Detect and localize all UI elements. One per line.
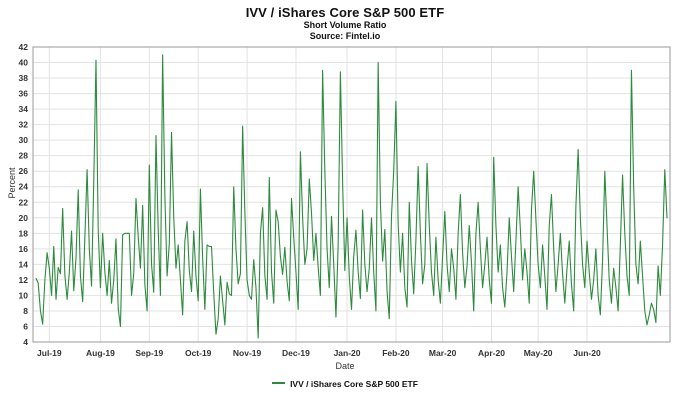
x-axis-tick-label: Jul-19 <box>37 348 62 358</box>
chart-title: IVV / iShares Core S&P 500 ETF <box>245 5 445 20</box>
x-axis-tick-label: Dec-19 <box>282 348 310 358</box>
y-axis-tick-label: 14 <box>19 259 29 269</box>
x-axis-tick-label: Sep-19 <box>135 348 163 358</box>
y-axis-tick-label: 20 <box>19 213 29 223</box>
y-axis-tick-label: 24 <box>19 182 29 192</box>
chart-legend: IVV / iShares Core S&P 500 ETF <box>0 378 690 389</box>
y-axis-tick-label: 30 <box>19 135 29 145</box>
y-axis-tick-label: 4 <box>23 337 28 347</box>
y-axis-tick-label: 32 <box>19 120 29 130</box>
y-axis-tick-label: 22 <box>19 197 29 207</box>
y-axis-tick-label: 34 <box>19 104 29 114</box>
y-axis-tick-label: 28 <box>19 151 29 161</box>
y-axis-tick-label: 42 <box>19 42 29 52</box>
title-block: IVV / iShares Core S&P 500 ETF Short Vol… <box>0 5 690 42</box>
legend-line-swatch <box>272 381 286 384</box>
y-axis-tick-label: 36 <box>19 89 29 99</box>
y-axis-tick-label: 8 <box>23 306 28 316</box>
x-axis-tick-label: Aug-19 <box>86 348 115 358</box>
x-axis-tick-label: Oct-19 <box>185 348 212 358</box>
chart-subtitle: Short Volume Ratio <box>303 20 387 30</box>
y-axis-tick-label: 6 <box>23 321 28 331</box>
y-axis-tick-label: 18 <box>19 228 29 238</box>
x-axis-tick-labels: Jul-19 Aug-19 Sep-19 Oct-19 Nov-19 Dec-19 Jan-… <box>37 348 601 358</box>
y-axis-tick-label: 40 <box>19 58 29 68</box>
x-axis-title: Date <box>335 361 355 371</box>
horizontal-gridlines <box>33 46 670 343</box>
x-axis-tick-label: Mar-20 <box>429 348 457 358</box>
series-line-ivv-short-volume-ratio <box>35 54 668 339</box>
y-axis-tick-labels: 4 6 8 10 12 14 16 18 20 22 24 26 28 30 32 34 36 38 40 42 <box>19 42 29 347</box>
x-axis-tick-label: Jan-20 <box>334 348 361 358</box>
x-axis-tick-label: Feb-20 <box>382 348 410 358</box>
y-axis-tick-label: 26 <box>19 166 29 176</box>
data-series-group <box>35 54 668 339</box>
x-axis-tick-label: May-20 <box>524 348 553 358</box>
x-axis-tick-label: Apr-20 <box>478 348 505 358</box>
legend-item: IVV / iShares Core S&P 500 ETF <box>272 378 418 389</box>
y-axis-tick-label: 10 <box>19 290 29 300</box>
x-axis-tick-label: Jun-20 <box>573 348 601 358</box>
chart-source: Source: Fintel.io <box>309 31 381 41</box>
x-axis-tick-label: Nov-19 <box>233 348 262 358</box>
plot-frame <box>32 46 671 343</box>
y-axis-tick-label: 16 <box>19 244 29 254</box>
y-axis-tick-label: 12 <box>19 275 29 285</box>
y-axis-tick-label: 38 <box>19 73 29 83</box>
legend-item-label: IVV / iShares Core S&P 500 ETF <box>290 378 418 389</box>
